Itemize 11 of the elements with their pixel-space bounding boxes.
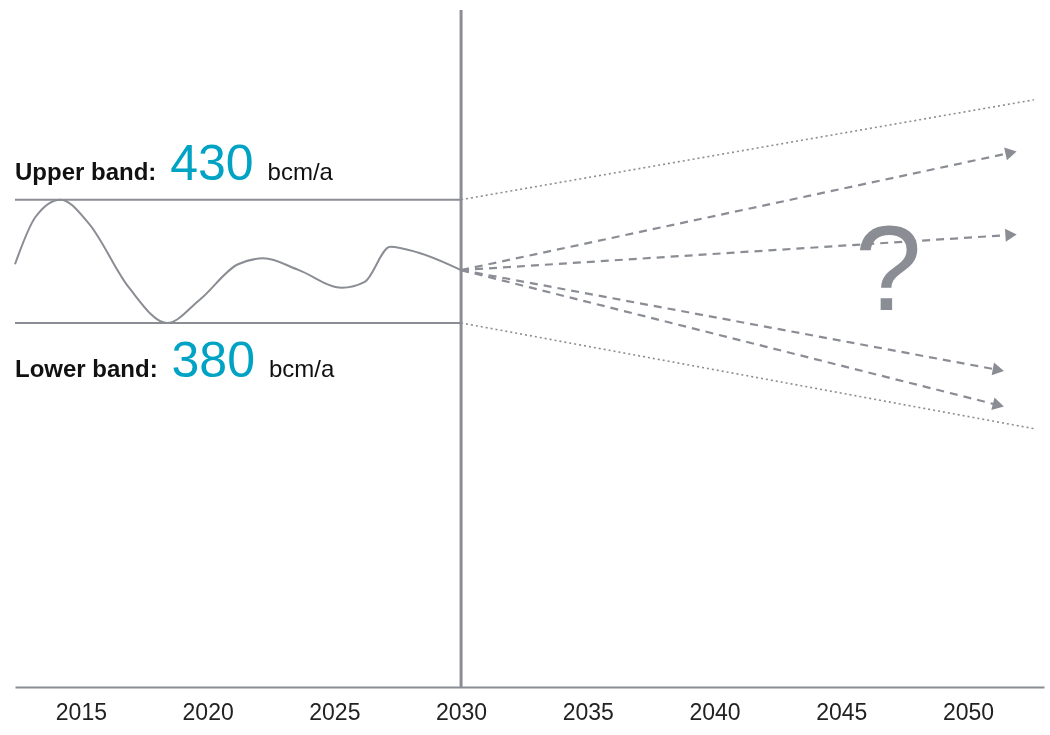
x-tick-label: 2015 [55, 698, 107, 725]
x-tick-label: 2030 [435, 698, 488, 725]
annotation: Upper band: 430 bcm/a [15, 134, 333, 191]
x-tick-label: 2045 [816, 698, 868, 725]
x-tick-label: 2025 [309, 698, 361, 725]
annotation: Lower band: 380 bcm/a [15, 331, 335, 388]
x-tick-label: 2035 [562, 698, 614, 725]
x-tick-label: 2040 [689, 698, 741, 725]
annotation: ? [855, 201, 922, 335]
x-tick-label: 2020 [182, 698, 234, 725]
x-tick-label: 2050 [942, 698, 995, 725]
